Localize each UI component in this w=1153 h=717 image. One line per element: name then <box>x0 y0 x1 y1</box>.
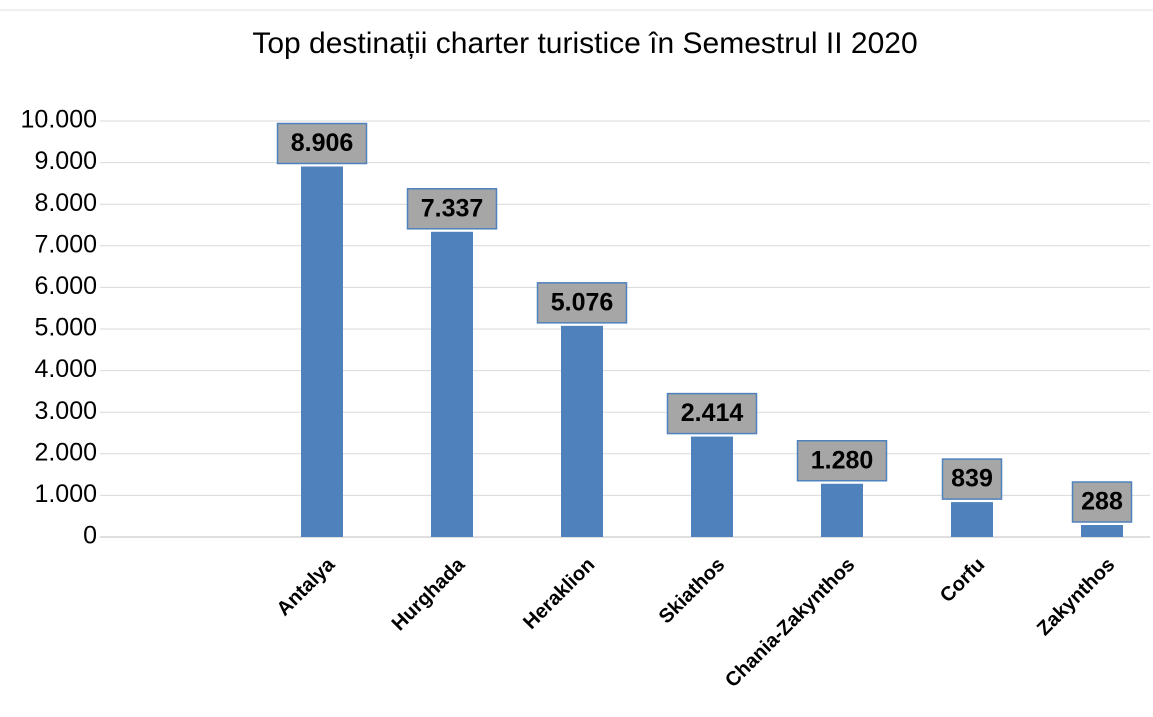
x-tick-label: Skiathos <box>655 554 730 629</box>
y-tick-label: 4.000 <box>34 355 97 383</box>
bar <box>561 325 603 537</box>
bar <box>1081 525 1123 537</box>
y-tick-label: 8.000 <box>34 189 97 217</box>
value-label-box <box>406 188 498 230</box>
value-label: 5.076 <box>551 288 614 316</box>
x-tick-label: Corfu <box>936 554 989 607</box>
bar <box>301 166 343 537</box>
x-tick-label: Antalya <box>273 553 340 620</box>
value-label: 8.906 <box>291 129 354 157</box>
y-tick-label: 6.000 <box>34 272 97 300</box>
bar <box>821 483 863 537</box>
y-tick-label: 2.000 <box>34 438 97 466</box>
value-label-box <box>1071 481 1133 523</box>
value-label: 1.280 <box>811 446 874 474</box>
value-label-box <box>276 122 368 165</box>
y-tick-label: 7.000 <box>34 230 97 258</box>
chart-title: Top destinații charter turistice în Seme… <box>252 27 917 60</box>
x-tick-label: Chania-Zakynthos <box>721 554 859 692</box>
y-tick-label: 10.000 <box>21 106 97 134</box>
y-tick-label: 0 <box>83 522 97 550</box>
y-tick-label: 9.000 <box>34 147 97 175</box>
bar <box>431 231 473 537</box>
value-label-box <box>796 440 888 482</box>
value-label: 288 <box>1081 488 1123 516</box>
value-label: 839 <box>951 465 993 493</box>
value-label-box <box>666 392 758 435</box>
x-tick-label: Hurghada <box>388 553 470 635</box>
y-tick-label: 5.000 <box>34 314 97 342</box>
value-label: 7.337 <box>421 194 484 222</box>
value-label-box <box>536 282 628 324</box>
y-tick-label: 1.000 <box>34 480 97 508</box>
y-tick-label: 3.000 <box>34 397 97 425</box>
x-tick-label: Heraklion <box>519 554 599 634</box>
bar <box>951 502 993 537</box>
bar <box>691 436 733 537</box>
x-tick-label: Zakynthos <box>1033 554 1119 640</box>
value-label: 2.414 <box>681 399 744 427</box>
value-label-box <box>941 458 1003 500</box>
